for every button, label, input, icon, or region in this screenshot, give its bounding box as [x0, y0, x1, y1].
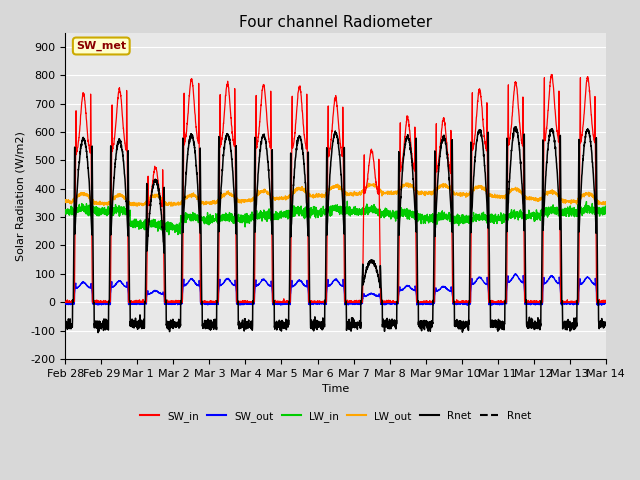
Rnet — [94, 330, 102, 336]
LW_out — [602, 201, 609, 207]
Rnet — [212, 324, 220, 330]
Rnet — [512, 124, 520, 130]
SW_in — [602, 299, 609, 305]
SW_in — [177, 299, 185, 304]
SW_in — [551, 101, 559, 107]
SW_in — [212, 299, 220, 305]
SW_in — [62, 299, 70, 305]
SW_out — [177, 301, 185, 307]
SW_in — [548, 72, 556, 77]
LW_out — [177, 199, 185, 204]
LW_out — [551, 190, 559, 195]
Rnet — [602, 320, 609, 325]
Rnet — [602, 321, 609, 326]
LW_in — [551, 205, 559, 211]
LW_in — [602, 210, 609, 216]
Rnet — [61, 319, 69, 325]
Rnet — [388, 323, 396, 329]
Line: LW_in: LW_in — [65, 201, 605, 235]
LW_in — [61, 210, 69, 216]
LW_out — [404, 180, 412, 186]
LW_in — [344, 198, 351, 204]
SW_in — [61, 299, 69, 304]
Rnet — [551, 137, 559, 143]
SW_out — [602, 300, 609, 306]
LW_in — [602, 203, 609, 209]
LW_in — [212, 217, 220, 223]
SW_out — [212, 301, 220, 307]
Y-axis label: Solar Radiation (W/m2): Solar Radiation (W/m2) — [15, 131, 25, 261]
SW_in — [602, 298, 609, 304]
Title: Four channel Radiometer: Four channel Radiometer — [239, 15, 432, 30]
SW_out — [512, 271, 520, 276]
SW_out — [602, 300, 609, 306]
Text: SW_met: SW_met — [76, 41, 126, 51]
SW_in — [398, 164, 406, 170]
Line: Rnet: Rnet — [65, 127, 605, 333]
SW_out — [551, 276, 559, 282]
LW_in — [165, 232, 173, 238]
SW_out — [463, 302, 471, 308]
Rnet — [177, 299, 185, 304]
LW_out — [602, 201, 609, 206]
LW_in — [177, 217, 185, 223]
LW_in — [398, 208, 406, 214]
Line: SW_out: SW_out — [65, 274, 605, 305]
Rnet — [398, 181, 406, 187]
SW_in — [388, 299, 396, 305]
SW_out — [61, 301, 69, 307]
LW_out — [388, 191, 396, 197]
LW_out — [133, 203, 141, 209]
Line: LW_out: LW_out — [65, 183, 605, 206]
SW_out — [397, 287, 405, 293]
LW_out — [212, 198, 220, 204]
LW_out — [61, 198, 69, 204]
X-axis label: Time: Time — [322, 384, 349, 394]
Legend: SW_in, SW_out, LW_in, LW_out, Rnet, Rnet: SW_in, SW_out, LW_in, LW_out, Rnet, Rnet — [136, 407, 535, 426]
SW_out — [388, 301, 396, 307]
LW_in — [388, 212, 396, 218]
Line: SW_in: SW_in — [65, 74, 605, 302]
LW_out — [398, 185, 406, 191]
